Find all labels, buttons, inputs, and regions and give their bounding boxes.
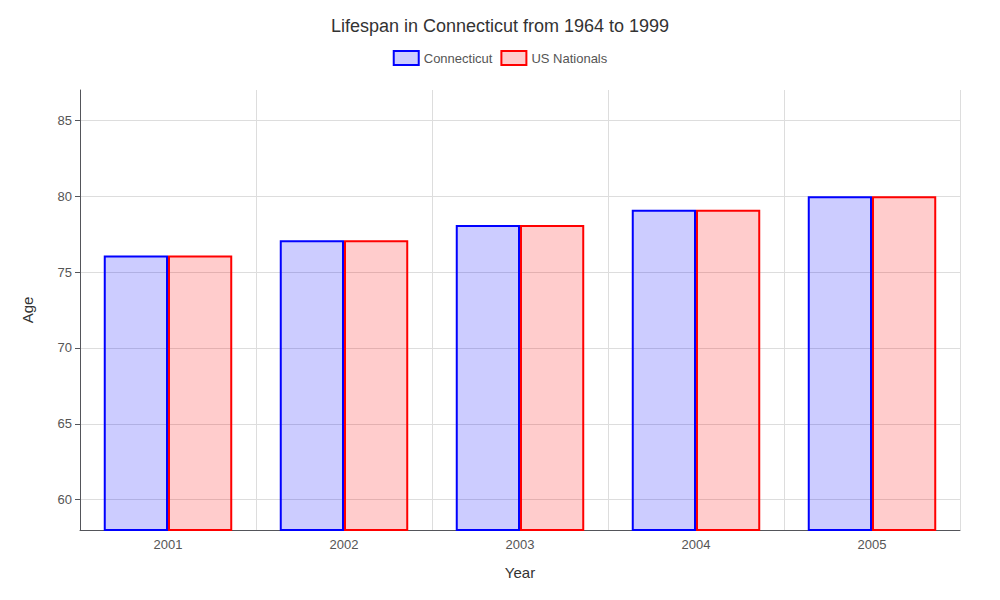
svg-text:65: 65 bbox=[58, 416, 72, 431]
svg-text:Lifespan in Connecticut from 1: Lifespan in Connecticut from 1964 to 199… bbox=[331, 16, 669, 36]
svg-text:85: 85 bbox=[58, 113, 72, 128]
svg-text:2001: 2001 bbox=[154, 537, 183, 552]
svg-text:2005: 2005 bbox=[858, 537, 887, 552]
svg-text:Age: Age bbox=[19, 297, 36, 324]
svg-text:70: 70 bbox=[58, 340, 72, 355]
svg-text:2004: 2004 bbox=[682, 537, 711, 552]
svg-text:Connecticut: Connecticut bbox=[424, 51, 493, 66]
svg-text:60: 60 bbox=[58, 492, 72, 507]
svg-text:Year: Year bbox=[505, 564, 535, 581]
svg-text:US Nationals: US Nationals bbox=[531, 51, 607, 66]
svg-text:75: 75 bbox=[58, 265, 72, 280]
svg-text:80: 80 bbox=[58, 189, 72, 204]
svg-text:2002: 2002 bbox=[330, 537, 359, 552]
svg-text:2003: 2003 bbox=[506, 537, 535, 552]
